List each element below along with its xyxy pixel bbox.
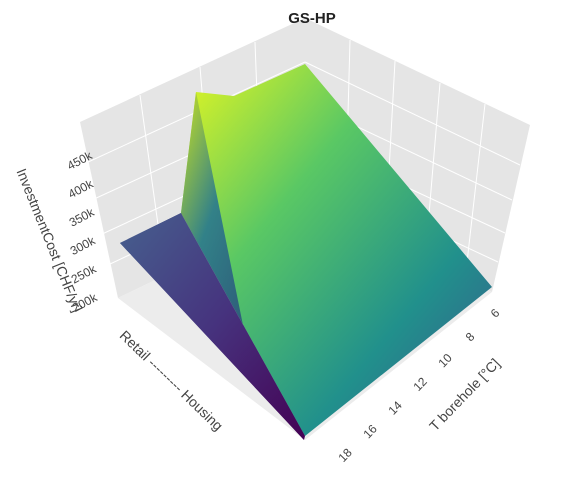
x-tick-label: 16 xyxy=(360,422,380,442)
x-tick-label: 10 xyxy=(435,351,455,371)
z-tick-label: 350k xyxy=(67,205,97,230)
surface xyxy=(120,64,492,440)
x-tick-label: 18 xyxy=(335,445,355,465)
x-axis-title: T borehole [°C] xyxy=(426,355,503,434)
surface-front-strip xyxy=(120,213,304,440)
x-tick-label: 6 xyxy=(488,306,503,321)
z-tick-label: 300k xyxy=(68,233,98,258)
x-tick-label: 14 xyxy=(385,398,405,418)
x-tick-label: 12 xyxy=(410,374,430,394)
surface-ridge-plane xyxy=(181,92,305,436)
chart-title: GS-HP xyxy=(288,10,336,27)
surface-back-plane xyxy=(181,64,492,436)
x-tick-label: 8 xyxy=(463,329,478,344)
z-tick-label: 400k xyxy=(66,176,96,201)
